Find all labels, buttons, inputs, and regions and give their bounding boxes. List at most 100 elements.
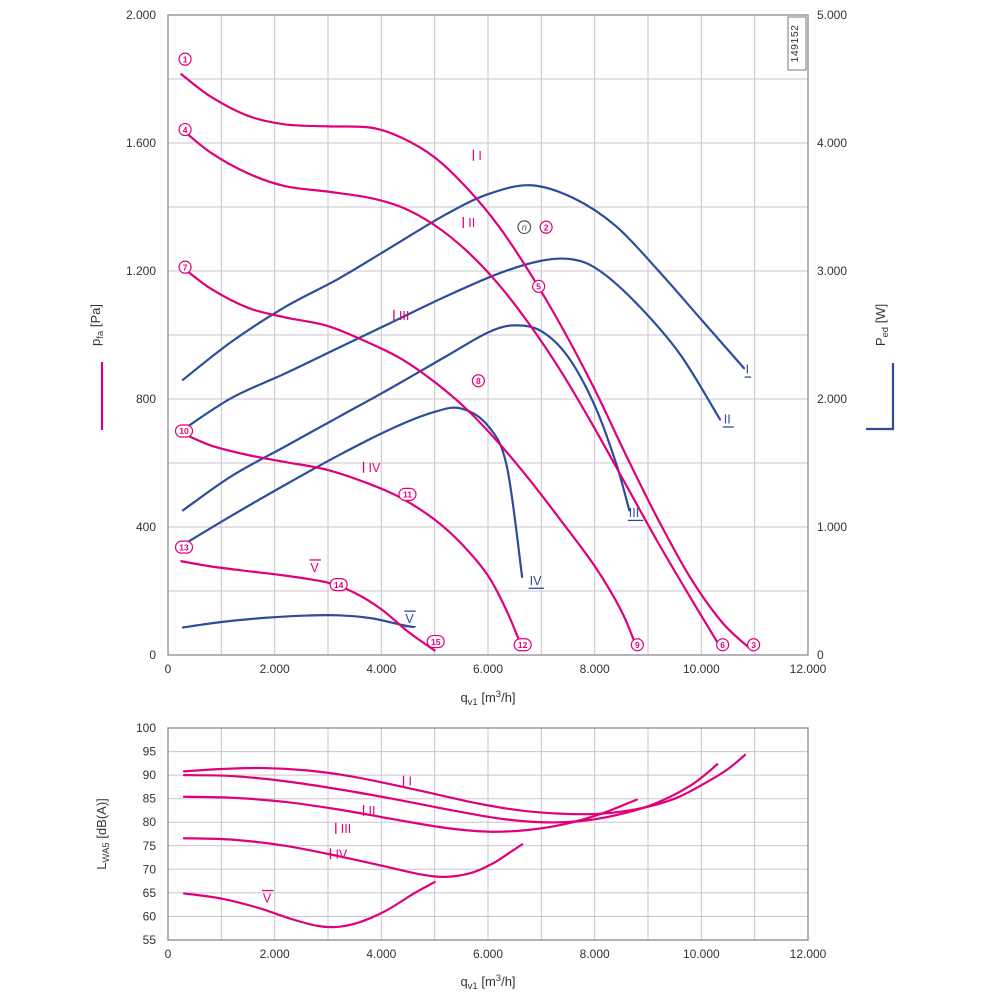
curve-label-pink-I: I: [402, 775, 412, 789]
marker-number: 15: [431, 637, 441, 647]
x-tick-label: 2.000: [260, 662, 290, 676]
y-left-tick-label: 55: [143, 933, 157, 947]
marker-15: 15: [426, 634, 445, 649]
curve-power-III: [181, 324, 631, 512]
curve-label-text: V: [405, 612, 414, 626]
y-left-tick-label: 95: [143, 745, 157, 759]
curve-pressure-II: [180, 127, 723, 651]
x-tick-label: 8.000: [580, 947, 610, 961]
generated-charts: 0 2.000 4.000 6.000 8.000 10.000 12.0000400800…: [126, 8, 847, 961]
y-right-tick-label: 3.000: [817, 264, 847, 278]
marker-9: 9: [630, 638, 644, 652]
y-left-tick-label: 70: [143, 862, 157, 876]
marker-6: 6: [716, 638, 730, 652]
top-right-y-axis-title: Ped [W]: [873, 304, 891, 346]
marker-10: 10: [174, 424, 194, 438]
y-left-tick-label: 1.200: [126, 264, 156, 278]
curve-label-pink-III: III: [393, 309, 409, 323]
stamp-box: 149152: [787, 16, 807, 71]
power-legend-bracket: [866, 363, 895, 431]
y-right-tick-label: 0: [817, 648, 824, 662]
marker-12: 12: [513, 638, 532, 652]
marker-number: 6: [720, 640, 725, 650]
marker-7: 7: [178, 260, 192, 274]
marker-4: 4: [178, 122, 192, 137]
marker-number: 11: [403, 490, 412, 500]
y-right-tick-label: 2.000: [817, 392, 847, 406]
y-left-tick-label: 400: [136, 520, 156, 534]
x-tick-label: 10.000: [683, 947, 720, 961]
marker-13: 13: [174, 540, 194, 554]
marker-11: 11: [398, 487, 417, 501]
curve-label-blue-I: I: [744, 363, 752, 378]
marker-number: 1: [183, 54, 188, 64]
curve-label-text: IV: [335, 847, 347, 861]
x-tick-label: 12.000: [790, 662, 827, 676]
x-tick-label: 0: [165, 662, 172, 676]
curve-label-text: III: [399, 309, 409, 323]
curve-label-text: II: [468, 216, 475, 230]
marker-14: 14: [329, 577, 348, 592]
top-x-axis-title: qv1 [m3/h]: [460, 689, 515, 708]
y-right-tick-label: 1.000: [817, 520, 847, 534]
marker-number: 13: [179, 542, 189, 552]
y-left-tick-label: 60: [143, 909, 157, 923]
curve-power-IV: [181, 406, 524, 579]
curve-label-text: II: [369, 804, 376, 818]
curve-noise-I: [182, 753, 747, 816]
marker-number: 4: [183, 125, 188, 135]
marker-8: 8: [471, 374, 485, 388]
curve-label-text: II: [724, 412, 731, 426]
top-left-y-axis-title: pfa [Pa]: [88, 304, 106, 346]
x-tick-label: 6.000: [473, 947, 503, 961]
x-tick-label: 4.000: [366, 662, 396, 676]
curve-label-blue-V: V: [404, 610, 416, 628]
marker-5: 5: [532, 279, 546, 293]
curve-label-pink-IV: IV: [329, 847, 348, 861]
y-left-tick-label: 65: [143, 886, 157, 900]
curve-label-text: IV: [530, 574, 542, 588]
curve-label-text: I: [478, 149, 481, 163]
fan-noise-chart: 0 2.000 4.000 6.000 8.000 10.000 12.000 55 60 65 7…: [136, 721, 827, 961]
y-right-tick-label: 4.000: [817, 136, 847, 150]
y-left-tick-label: 90: [143, 768, 157, 782]
curve-pressure-IV: [180, 431, 524, 650]
y-right-tick-label: 5.000: [817, 8, 847, 22]
curve-label-pink-V: V: [309, 559, 321, 575]
marker-number: 14: [334, 580, 344, 590]
y-left-tick-label: 100: [136, 721, 156, 735]
curve-label-text: III: [629, 506, 639, 520]
curve-label-pink-II: II: [462, 216, 475, 230]
fan-pressure-power-chart-grid: [167, 14, 809, 656]
curve-label-text: V: [310, 561, 319, 575]
curve-label-pink-IV: IV: [362, 461, 381, 475]
marker-3: 3: [746, 638, 761, 652]
curve-noise-II: [182, 763, 719, 824]
marker-n-letter: n: [522, 222, 527, 232]
y-left-tick-label: 2.000: [126, 8, 156, 22]
fan-noise-chart-tick-labels: 0 2.000 4.000 6.000 8.000 10.000 12.000 55 60 65 7…: [136, 721, 827, 961]
x-tick-label: 0: [165, 947, 172, 961]
curve-power-V: [181, 613, 415, 629]
marker-number: 3: [751, 640, 756, 650]
y-left-tick-label: 80: [143, 815, 157, 829]
stamp-border: [787, 16, 807, 71]
curve-pressure-V: [180, 560, 436, 652]
curve-label-pink-III: III: [335, 822, 351, 836]
fan-noise-chart-grid: [167, 727, 809, 941]
curve-label-blue-II: II: [722, 412, 734, 428]
curve-noise-V: [182, 880, 436, 929]
curve-label-text: III: [341, 822, 351, 836]
curve-label-text: V: [263, 892, 272, 906]
curve-power-II: [181, 257, 722, 431]
curve-label-text: I: [746, 363, 749, 377]
x-tick-label: 6.000: [473, 662, 503, 676]
marker-1: 1: [178, 52, 192, 66]
marker-n: n: [517, 220, 532, 235]
x-tick-label: 10.000: [683, 662, 720, 676]
marker-number: 9: [635, 640, 640, 650]
marker-2: 2: [539, 220, 553, 234]
fan-pressure-power-chart-tick-labels: 0 2.000 4.000 6.000 8.000 10.000 12.0000400800…: [126, 8, 847, 676]
